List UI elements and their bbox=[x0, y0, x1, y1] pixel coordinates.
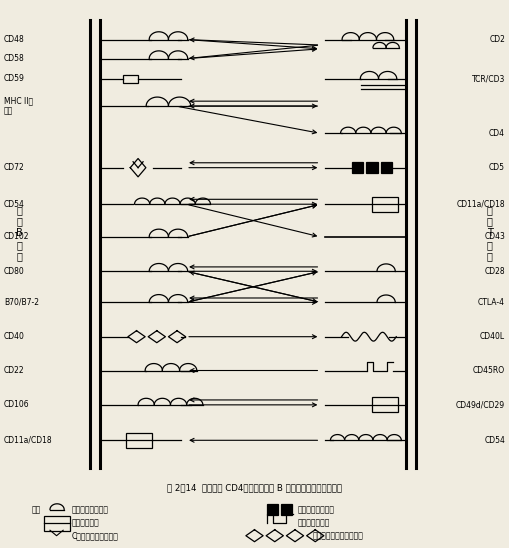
Bar bbox=[352, 162, 363, 173]
Text: 免疫球蛋白超家族: 免疫球蛋白超家族 bbox=[71, 505, 108, 514]
Text: MHC II类
分子: MHC II类 分子 bbox=[4, 96, 33, 116]
Text: CD106: CD106 bbox=[4, 401, 30, 409]
Bar bbox=[267, 504, 278, 515]
Text: CD72: CD72 bbox=[4, 163, 24, 172]
Bar bbox=[372, 397, 398, 413]
Text: CD102: CD102 bbox=[4, 232, 30, 242]
Text: CD11a/CD18: CD11a/CD18 bbox=[4, 436, 52, 445]
Text: 神经生长因子受体超家族: 神经生长因子受体超家族 bbox=[313, 531, 363, 540]
Bar bbox=[44, 516, 70, 531]
Text: 注：: 注： bbox=[32, 505, 41, 514]
Text: CD28: CD28 bbox=[485, 267, 505, 276]
Text: 整合素超家族: 整合素超家族 bbox=[71, 518, 99, 528]
Text: CD45RO: CD45RO bbox=[473, 366, 505, 375]
Text: 磷酸酯酶结构域: 磷酸酯酶结构域 bbox=[298, 518, 330, 528]
Text: CD40: CD40 bbox=[4, 332, 25, 341]
Text: CD49d/CD29: CD49d/CD29 bbox=[456, 401, 505, 409]
Text: C型外源凝集素结构域: C型外源凝集素结构域 bbox=[71, 531, 118, 540]
Text: CD22: CD22 bbox=[4, 366, 24, 375]
Bar bbox=[366, 162, 378, 173]
Text: CTLA-4: CTLA-4 bbox=[478, 298, 505, 307]
Text: CD48: CD48 bbox=[4, 35, 24, 44]
Text: CD2: CD2 bbox=[489, 35, 505, 44]
Text: 活
化
B
细
胞: 活 化 B 细 胞 bbox=[16, 205, 22, 261]
Text: TCR/CD3: TCR/CD3 bbox=[472, 75, 505, 83]
Text: CD59: CD59 bbox=[4, 75, 25, 83]
Bar bbox=[123, 75, 137, 83]
Bar bbox=[381, 162, 392, 173]
Bar bbox=[126, 433, 152, 448]
Text: B70/B7-2: B70/B7-2 bbox=[4, 298, 39, 307]
Text: 活
化
T
细
胞: 活 化 T 细 胞 bbox=[487, 205, 493, 261]
Text: CD40L: CD40L bbox=[480, 332, 505, 341]
Text: CD11a/CD18: CD11a/CD18 bbox=[457, 199, 505, 209]
Text: 清除剂受体结构域: 清除剂受体结构域 bbox=[298, 505, 334, 514]
Text: CD43: CD43 bbox=[484, 232, 505, 242]
Text: CD80: CD80 bbox=[4, 267, 24, 276]
Text: CD5: CD5 bbox=[489, 163, 505, 172]
Text: CD58: CD58 bbox=[4, 54, 24, 63]
Text: CD54: CD54 bbox=[484, 436, 505, 445]
Bar bbox=[372, 197, 398, 212]
Bar bbox=[281, 504, 293, 515]
Text: CD4: CD4 bbox=[489, 129, 505, 138]
Text: CD54: CD54 bbox=[4, 199, 25, 209]
Text: 图 2－14  介导活化 CD4＋细胞与活化 B 细胞相互作用的粘附分子: 图 2－14 介导活化 CD4＋细胞与活化 B 细胞相互作用的粘附分子 bbox=[167, 483, 342, 492]
